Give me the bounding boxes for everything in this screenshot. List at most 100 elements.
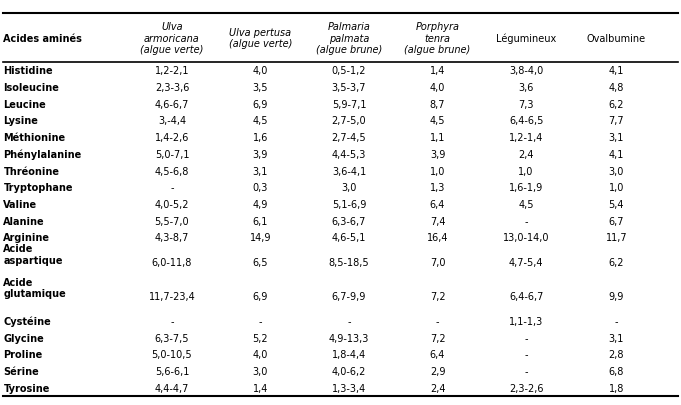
Text: Légumineux: Légumineux: [496, 33, 556, 44]
Text: 4,9-13,3: 4,9-13,3: [329, 333, 369, 343]
Text: 6,1: 6,1: [253, 216, 268, 226]
Text: 7,3: 7,3: [518, 100, 534, 109]
Text: 8,7: 8,7: [430, 100, 445, 109]
Text: 7,7: 7,7: [609, 116, 624, 126]
Text: 1,1: 1,1: [430, 133, 445, 143]
Text: 1,3: 1,3: [430, 183, 445, 193]
Text: 3,0: 3,0: [253, 366, 268, 376]
Text: 4,8: 4,8: [609, 83, 624, 93]
Text: Isoleucine: Isoleucine: [3, 83, 59, 93]
Text: 6,9: 6,9: [253, 100, 268, 109]
Text: 3,6-4,1: 3,6-4,1: [332, 166, 366, 176]
Text: Phénylalanine: Phénylalanine: [3, 149, 82, 160]
Text: 1,0: 1,0: [430, 166, 445, 176]
Text: 1,1-1,3: 1,1-1,3: [509, 316, 543, 326]
Text: 7,0: 7,0: [430, 258, 445, 268]
Text: 6,2: 6,2: [609, 100, 624, 109]
Text: 3,1: 3,1: [609, 333, 624, 343]
Text: 5,0-10,5: 5,0-10,5: [152, 350, 192, 359]
Text: 4,0-5,2: 4,0-5,2: [155, 199, 189, 209]
Text: -: -: [347, 316, 351, 326]
Text: 5,2: 5,2: [253, 333, 268, 343]
Text: 3,1: 3,1: [609, 133, 624, 143]
Text: Thréonine: Thréonine: [3, 166, 59, 176]
Text: 16,4: 16,4: [427, 233, 448, 243]
Text: 1,0: 1,0: [609, 183, 624, 193]
Text: 1,3-3,4: 1,3-3,4: [332, 383, 366, 393]
Text: 4,4-4,7: 4,4-4,7: [155, 383, 189, 393]
Text: 8,5-18,5: 8,5-18,5: [329, 258, 369, 268]
Text: 5,6-6,1: 5,6-6,1: [155, 366, 189, 376]
Text: 6,4: 6,4: [430, 350, 445, 359]
Text: 6,4: 6,4: [430, 199, 445, 209]
Text: Acide
glutamique: Acide glutamique: [3, 277, 66, 298]
Text: -: -: [170, 183, 174, 193]
Text: 6,2: 6,2: [609, 258, 624, 268]
Text: 6,5: 6,5: [253, 258, 268, 268]
Text: 5,4: 5,4: [609, 199, 624, 209]
Text: 4,5: 4,5: [518, 199, 534, 209]
Text: 3,0: 3,0: [609, 166, 624, 176]
Text: 1,8-4,4: 1,8-4,4: [332, 350, 366, 359]
Text: 3,6: 3,6: [518, 83, 534, 93]
Text: 6,8: 6,8: [609, 366, 624, 376]
Text: 2,4: 2,4: [518, 149, 534, 160]
Text: 3,1: 3,1: [253, 166, 268, 176]
Text: Tyrosine: Tyrosine: [3, 383, 50, 393]
Text: 3,5-3,7: 3,5-3,7: [332, 83, 366, 93]
Text: Tryptophane: Tryptophane: [3, 183, 73, 193]
Text: 4,1: 4,1: [609, 149, 624, 160]
Text: 1,4: 1,4: [430, 66, 445, 76]
Text: 2,3-3,6: 2,3-3,6: [155, 83, 189, 93]
Text: 4,5-6,8: 4,5-6,8: [155, 166, 189, 176]
Text: 14,9: 14,9: [250, 233, 271, 243]
Text: 6,9: 6,9: [253, 291, 268, 301]
Text: 4,4-5,3: 4,4-5,3: [332, 149, 366, 160]
Text: 6,7-9,9: 6,7-9,9: [332, 291, 366, 301]
Text: 0,3: 0,3: [253, 183, 268, 193]
Text: Sérine: Sérine: [3, 366, 39, 376]
Text: 11,7-23,4: 11,7-23,4: [148, 291, 195, 301]
Text: 11,7: 11,7: [605, 233, 627, 243]
Text: 4,7-5,4: 4,7-5,4: [509, 258, 543, 268]
Text: -: -: [524, 350, 528, 359]
Text: Méthionine: Méthionine: [3, 133, 65, 143]
Text: 3,-4,4: 3,-4,4: [158, 116, 186, 126]
Text: Alanine: Alanine: [3, 216, 45, 226]
Text: -: -: [436, 316, 439, 326]
Text: 9,9: 9,9: [609, 291, 624, 301]
Text: Cystéine: Cystéine: [3, 316, 51, 326]
Text: -: -: [170, 316, 174, 326]
Text: 4,0: 4,0: [253, 350, 268, 359]
Text: 6,4-6,7: 6,4-6,7: [509, 291, 543, 301]
Text: 4,6-5,1: 4,6-5,1: [332, 233, 366, 243]
Text: 5,5-7,0: 5,5-7,0: [155, 216, 189, 226]
Text: 1,6-1,9: 1,6-1,9: [509, 183, 543, 193]
Text: 4,0: 4,0: [253, 66, 268, 76]
Text: 0,5-1,2: 0,5-1,2: [332, 66, 366, 76]
Text: 2,7-4,5: 2,7-4,5: [332, 133, 366, 143]
Text: 4,5: 4,5: [430, 116, 445, 126]
Text: 5,0-7,1: 5,0-7,1: [155, 149, 189, 160]
Text: Leucine: Leucine: [3, 100, 46, 109]
Text: 3,8-4,0: 3,8-4,0: [509, 66, 543, 76]
Text: 1,8: 1,8: [609, 383, 624, 393]
Text: 4,0-6,2: 4,0-6,2: [332, 366, 366, 376]
Text: Acide
aspartique: Acide aspartique: [3, 244, 63, 265]
Text: -: -: [524, 366, 528, 376]
Text: Acides aminés: Acides aminés: [3, 34, 82, 43]
Text: 3,5: 3,5: [253, 83, 268, 93]
Text: 4,5: 4,5: [253, 116, 268, 126]
Text: Ovalbumine: Ovalbumine: [587, 34, 646, 43]
Text: 2,3-2,6: 2,3-2,6: [509, 383, 543, 393]
Text: 1,6: 1,6: [253, 133, 268, 143]
Text: 1,4: 1,4: [253, 383, 268, 393]
Text: 5,1-6,9: 5,1-6,9: [332, 199, 366, 209]
Text: 3,9: 3,9: [253, 149, 268, 160]
Text: 2,8: 2,8: [609, 350, 624, 359]
Text: 6,7: 6,7: [609, 216, 624, 226]
Text: 2,4: 2,4: [430, 383, 445, 393]
Text: 3,9: 3,9: [430, 149, 445, 160]
Text: 2,7-5,0: 2,7-5,0: [332, 116, 366, 126]
Text: 4,6-6,7: 4,6-6,7: [155, 100, 189, 109]
